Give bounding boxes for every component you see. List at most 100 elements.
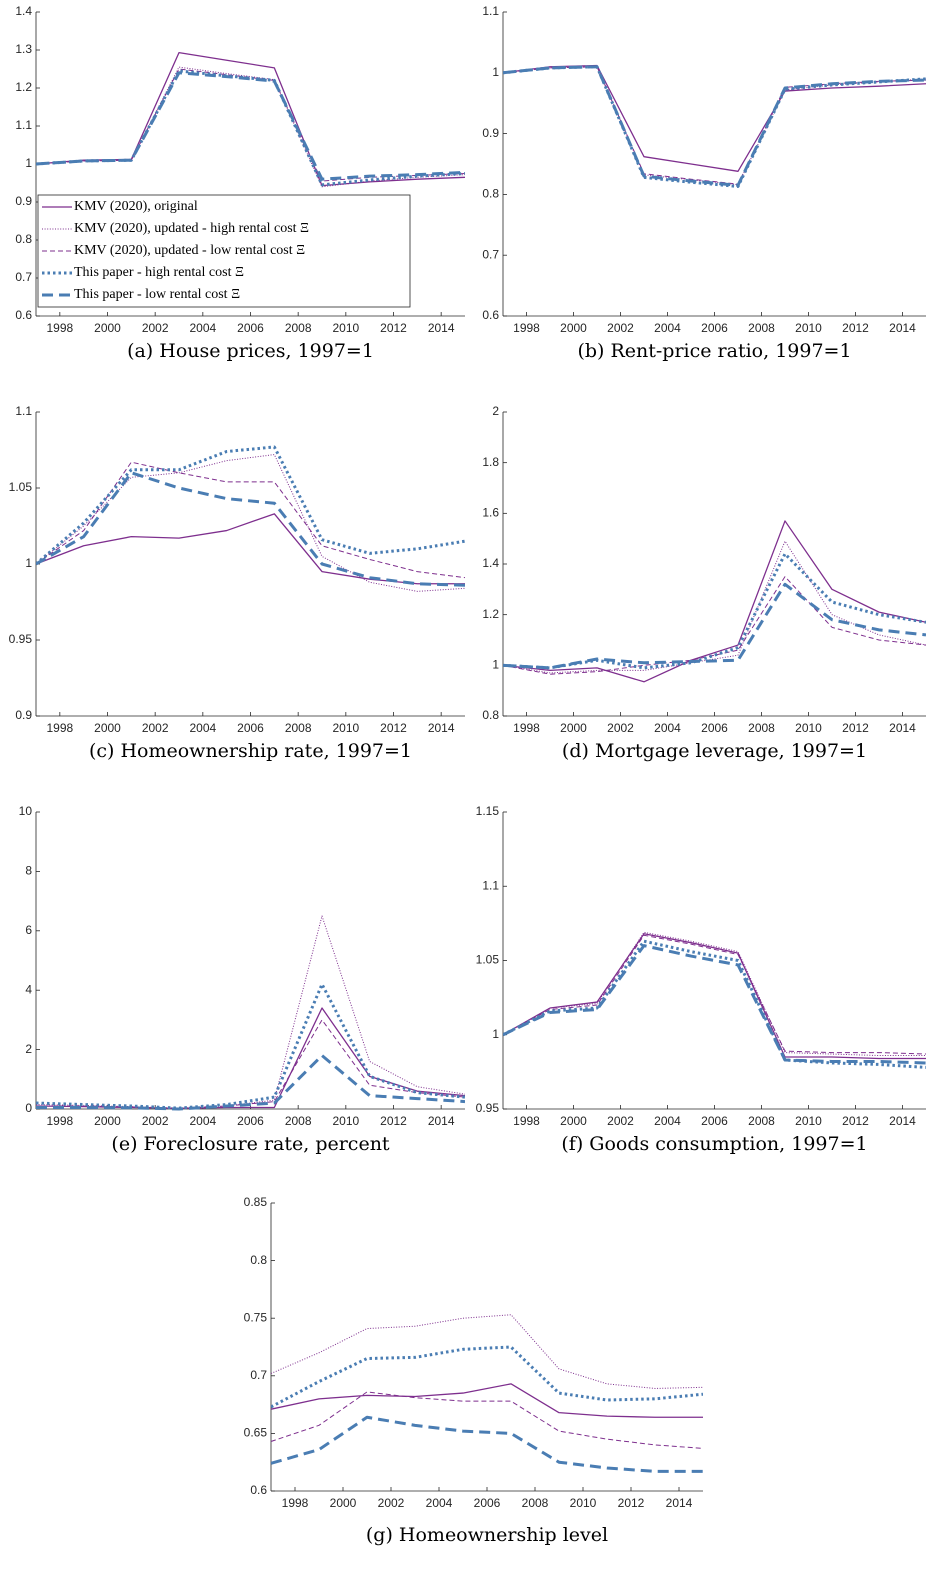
x-tick-label: 2004 [654,1114,681,1128]
legend-label: KMV (2020), updated - high rental cost Ξ [74,221,309,236]
x-tick-label: 2006 [701,321,728,335]
y-tick-label: 0.9 [15,194,32,208]
x-tick-label: 2006 [701,721,728,735]
x-tick-label: 2010 [332,321,359,335]
series-line [271,1415,703,1473]
series-line [36,66,465,188]
y-tick-label: 1.2 [15,80,32,94]
y-tick-label: 0.9 [482,126,499,140]
y-tick-label: 1 [25,556,32,570]
legend-label: This paper - low rental cost Ξ [74,287,240,302]
x-tick-label: 2008 [748,321,775,335]
x-tick-label: 2006 [237,321,264,335]
series-line [36,445,465,566]
series-line [36,71,465,181]
series-line [36,68,465,182]
series-line [36,915,465,1109]
x-tick-label: 2012 [842,721,869,735]
series-line [503,933,926,1060]
panel: 0.8 1 1.2 1.4 1.6 1.8 2 1998 2000 2002 2004 2006 200… [482,404,926,762]
x-tick-label: 2008 [748,1114,775,1128]
x-tick-label: 2014 [428,721,455,735]
series-line [271,1314,703,1389]
series-line [36,52,465,187]
x-tick-label: 2008 [285,721,312,735]
y-tick-label: 1 [492,658,499,672]
x-tick-label: 2006 [474,1496,501,1510]
caption: (g) Homeownership level [366,1524,608,1546]
x-tick-label: 2010 [795,721,822,735]
y-tick-label: 1.1 [482,4,499,18]
series-line [503,520,926,683]
series-line [271,1383,703,1418]
x-tick-label: 2004 [189,321,216,335]
x-tick-label: 2008 [285,1114,312,1128]
caption: (e) Foreclosure rate, percent [111,1133,390,1155]
y-tick-label: 2 [25,1042,32,1056]
x-tick-label: 2004 [189,721,216,735]
y-tick-label: 0.6 [250,1483,267,1497]
series-line [503,65,926,187]
y-tick-label: 6 [25,923,32,937]
y-tick-label: 0.6 [482,308,499,322]
y-tick-label: 0.6 [15,308,32,322]
y-tick-label: 1.15 [476,804,500,818]
series-line [503,576,926,675]
x-tick-label: 2008 [285,321,312,335]
y-tick-label: 0.95 [476,1101,500,1115]
x-tick-label: 2004 [189,1114,216,1128]
y-tick-label: 0.7 [15,270,32,284]
x-tick-label: 2012 [380,1114,407,1128]
x-tick-label: 2000 [330,1496,357,1510]
x-tick-label: 2004 [654,321,681,335]
y-tick-label: 0.65 [244,1426,268,1440]
caption: (b) Rent-price ratio, 1997=1 [577,340,851,362]
x-tick-label: 1998 [46,1114,73,1128]
caption: (d) Mortgage leverage, 1997=1 [562,740,867,762]
y-tick-label: 0.8 [482,708,499,722]
x-tick-label: 1998 [513,321,540,335]
x-tick-label: 2000 [94,721,121,735]
x-tick-label: 1998 [513,721,540,735]
y-tick-label: 2 [492,404,499,418]
series-line [503,540,926,674]
series-line [36,461,465,579]
x-tick-label: 1998 [282,1496,309,1510]
series-line [36,982,465,1110]
x-tick-label: 2008 [522,1496,549,1510]
series-line [271,1345,703,1409]
y-tick-label: 1.05 [9,480,33,494]
legend-label: KMV (2020), original [74,199,198,214]
x-tick-label: 2010 [332,721,359,735]
x-tick-label: 1998 [46,321,73,335]
series-line [503,582,926,670]
y-tick-label: 1.4 [15,4,32,18]
x-tick-label: 2014 [889,321,916,335]
x-tick-label: 2010 [795,1114,822,1128]
x-tick-label: 2012 [380,721,407,735]
y-tick-label: 1.4 [482,556,499,570]
legend-box [37,194,411,308]
x-tick-label: 2012 [618,1496,645,1510]
x-tick-label: 2000 [560,1114,587,1128]
x-tick-label: 2002 [142,321,169,335]
x-tick-label: 2000 [560,721,587,735]
series-line [503,944,926,1065]
x-tick-label: 2002 [142,721,169,735]
series-line [503,66,926,186]
x-tick-label: 2012 [380,321,407,335]
x-tick-label: 2014 [428,321,455,335]
y-tick-label: 0.9 [15,708,32,722]
y-tick-label: 1.2 [482,607,499,621]
x-tick-label: 2002 [607,721,634,735]
series-line [503,65,926,188]
series-line [36,1007,465,1110]
series-line [503,552,926,670]
y-tick-label: 1 [492,1027,499,1041]
panel: 0.6 0.7 0.8 0.9 1 1.1 1.2 1.3 1.4 1998 2000 2002 200… [15,4,465,362]
x-tick-label: 2010 [332,1114,359,1128]
y-tick-label: 0.85 [244,1195,268,1209]
panel: 0.6 0.65 0.7 0.75 0.8 0.85 1998 2000 2002 2004 200… [244,1195,703,1546]
series-line [36,1019,465,1109]
